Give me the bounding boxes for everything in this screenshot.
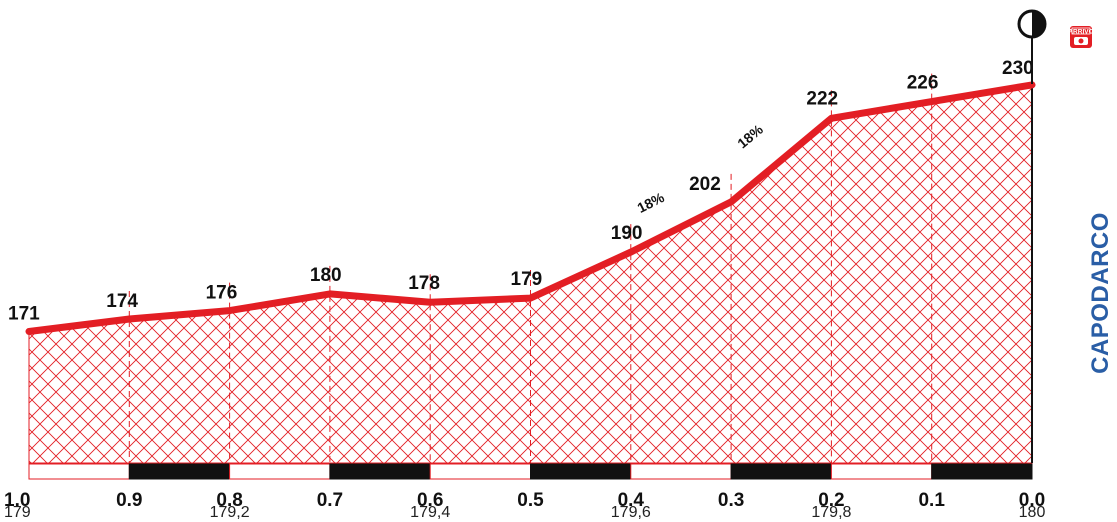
elevation-label: 174 (106, 291, 138, 312)
km-total-label: 179,4 (410, 504, 450, 521)
elevation-label: 226 (907, 73, 939, 94)
km-total-label: 179,8 (811, 504, 851, 521)
km-gridlines (28, 73, 1033, 463)
finish-flag-half (1032, 11, 1045, 37)
km-scale-segment (630, 463, 732, 480)
arrivo-badge-label: ARRIVO (1068, 29, 1093, 36)
km-tick-label: 0.2 (818, 490, 844, 511)
km-scale-segment (730, 463, 832, 480)
finish-location-label: CAPODARCO (1087, 212, 1114, 374)
profile-line (25, 81, 1036, 335)
km-scale-segment (429, 463, 532, 480)
elevation-label: 179 (511, 269, 543, 290)
km-scale-segment (530, 463, 632, 480)
km-tick-label: 0.0 (1019, 490, 1045, 511)
km-scale-segment (28, 463, 130, 480)
elevation-line (25, 81, 1036, 335)
km-tick-label: 0.8 (216, 490, 242, 511)
km-tick-label: 0.9 (116, 490, 142, 511)
km-tick-label: 0.7 (317, 490, 343, 511)
km-scale-segment (329, 463, 431, 480)
elevation-label: 222 (806, 88, 838, 109)
km-tick-label: 0.1 (918, 490, 945, 511)
elevation-label: 171 (8, 304, 40, 325)
km-scale-segment (229, 463, 331, 480)
gradient-label: 18% (635, 189, 668, 216)
km-tick-label: 0.4 (618, 490, 645, 511)
elevation-label: 180 (310, 265, 342, 286)
km-total-label: 180 (1019, 504, 1046, 521)
km-tick-label: 0.5 (517, 490, 544, 511)
km-total-labels: 179 179,2 179,4 179,6 179,8 180 (4, 504, 1045, 521)
km-scale-segment (830, 463, 933, 480)
elevation-label: 178 (408, 273, 440, 294)
elevation-labels: 171 174 176 180 178 179 190 202 222 226 230 (8, 58, 1034, 325)
km-tick-label: 0.6 (417, 490, 443, 511)
arrivo-badge-icon: ARRIVO (1068, 26, 1094, 48)
km-scale-segment (931, 463, 1033, 480)
km-total-label: 179 (4, 504, 31, 521)
km-scale-bar (28, 463, 1033, 480)
km-scale-segment (128, 463, 231, 480)
km-tick-label: 1.0 (4, 490, 30, 511)
elevation-label: 230 (1002, 58, 1034, 79)
km-tick-label: 0.3 (718, 490, 744, 511)
elevation-label: 190 (611, 223, 643, 244)
km-tick-labels: 1.0 0.9 0.8 0.7 0.6 0.5 0.4 0.3 0.2 0.1 0.0 (4, 490, 1045, 511)
elevation-label: 202 (689, 174, 721, 195)
gradient-label: 18% (734, 121, 766, 152)
km-total-label: 179,6 (611, 504, 651, 521)
finish-marker (1017, 9, 1047, 84)
elevation-label: 176 (206, 283, 238, 304)
km-total-label: 179,2 (210, 504, 250, 521)
